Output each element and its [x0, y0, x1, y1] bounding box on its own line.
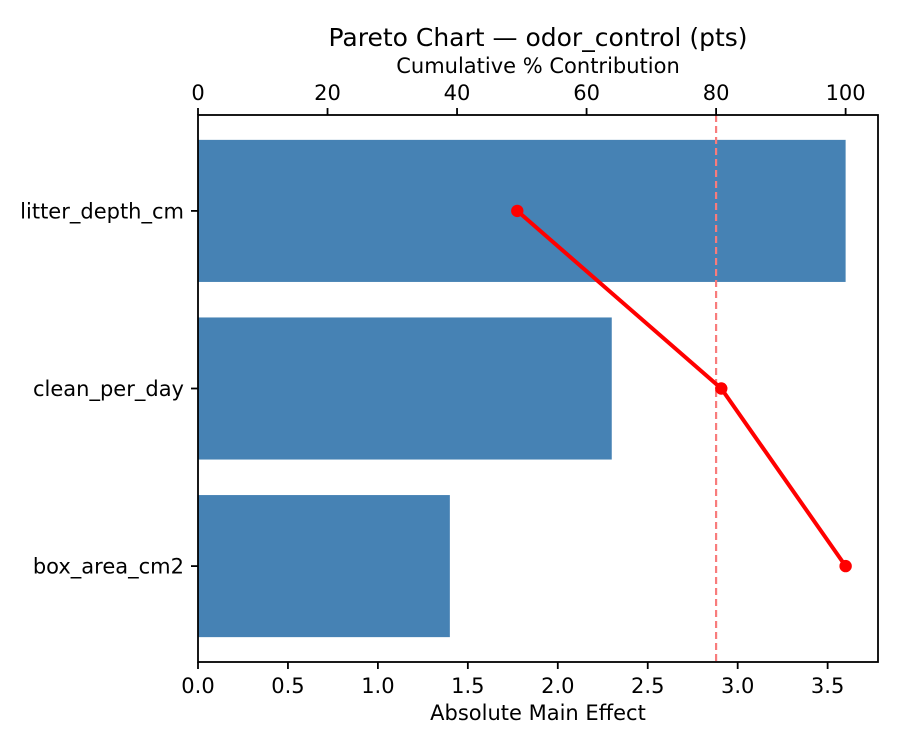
top-axis-tick-label: 80	[703, 81, 730, 105]
bottom-axis-tick-label: 1.0	[361, 674, 394, 698]
bottom-axis-tick-label: 2.0	[541, 674, 574, 698]
bottom-axis-label: Absolute Main Effect	[430, 701, 646, 725]
cumulative-marker-2	[839, 559, 852, 573]
bottom-axis-tick-label: 1.5	[451, 674, 484, 698]
bottom-axis-tick-label: 2.5	[631, 674, 664, 698]
top-axis-tick-label: 0	[191, 81, 204, 105]
cumulative-marker-0	[511, 204, 524, 218]
top-axis-tick-label: 60	[573, 81, 600, 105]
bar-box_area_cm2	[198, 495, 450, 638]
bottom-axis-tick-label: 0.0	[181, 674, 214, 698]
bottom-axis-tick-label: 3.0	[721, 674, 754, 698]
top-axis-tick-label: 40	[444, 81, 471, 105]
top-axis-tick-label: 100	[826, 81, 866, 105]
top-axis-label: Cumulative % Contribution	[396, 54, 680, 78]
y-tick-label-litter_depth_cm: litter_depth_cm	[20, 199, 184, 224]
chart-title: Pareto Chart — odor_control (pts)	[328, 23, 748, 52]
y-tick-label-clean_per_day: clean_per_day	[33, 377, 184, 402]
top-axis-tick-label: 20	[314, 81, 341, 105]
bottom-axis-tick-label: 0.5	[271, 674, 304, 698]
bar-clean_per_day	[198, 317, 612, 460]
cumulative-marker-1	[715, 382, 728, 395]
y-tick-label-box_area_cm2: box_area_cm2	[33, 555, 184, 580]
bottom-axis-tick-label: 3.5	[811, 674, 844, 698]
